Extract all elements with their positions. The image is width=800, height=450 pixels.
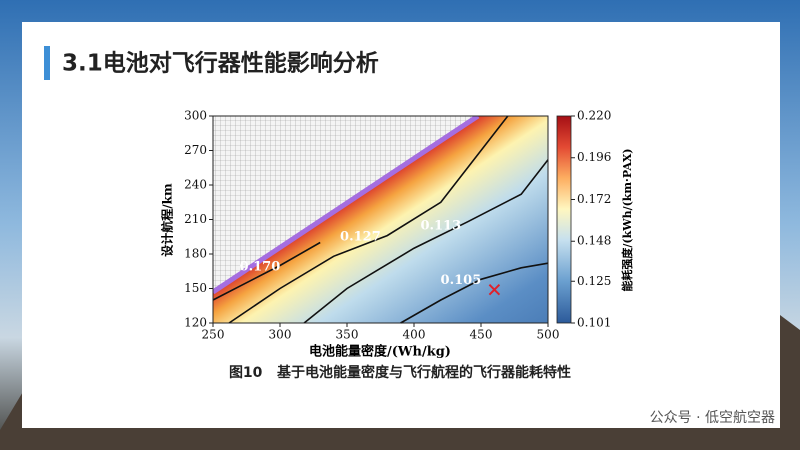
plot: 0.170 0.127 0.113 0.105 — [212, 115, 549, 324]
colorbar-label: 能耗强度/(kWh/(km·PAX) — [620, 148, 634, 291]
colorbar-tick-label: 0.101 — [577, 316, 611, 330]
contour-label: 0.105 — [441, 273, 482, 288]
y-axis-label: 设计航程/km — [160, 183, 175, 257]
field — [213, 116, 548, 323]
colorbar-tick-label: 0.125 — [577, 274, 611, 288]
y-tick-label: 210 — [184, 212, 207, 226]
boundary — [213, 116, 480, 295]
colorbar-tick-label: 0.220 — [577, 109, 611, 123]
contour-line — [400, 262, 549, 324]
y-tick-label: 240 — [184, 178, 207, 192]
y-tick-label: 120 — [184, 316, 207, 330]
contour-label: 0.113 — [420, 219, 461, 234]
x-tick-label: 500 — [537, 328, 560, 342]
contour-label: 0.170 — [240, 259, 281, 274]
x-tick-label: 450 — [470, 328, 493, 342]
colorbar-tick-label: 0.148 — [577, 234, 611, 248]
contour-label: 0.127 — [340, 229, 381, 244]
x-tick-label: 350 — [336, 328, 359, 342]
x-tick-label: 300 — [269, 328, 292, 342]
y-tick-label: 180 — [184, 247, 207, 261]
colorbar-tick-label: 0.196 — [577, 150, 611, 164]
contour-line — [303, 159, 549, 324]
colorbar-tick-label: 0.172 — [577, 192, 611, 206]
contour-line — [228, 115, 509, 324]
x-tick-label: 400 — [403, 328, 426, 342]
watermark: 公众号 · 低空航空器 — [650, 410, 775, 426]
y-tick-label: 300 — [184, 109, 207, 123]
colorbar — [556, 115, 572, 324]
optimum-marker — [488, 283, 501, 296]
x-tick-label: 250 — [202, 328, 225, 342]
y-tick-label: 150 — [184, 281, 207, 295]
y-tick-label: 270 — [184, 143, 207, 157]
caption: 图10 基于电池能量密度与飞行航程的飞行器能耗特性 — [229, 364, 571, 381]
x-axis-label: 电池能量密度/(Wh/kg) — [309, 344, 451, 360]
slide-title: 3.1电池对飞行器性能影响分析 — [62, 50, 379, 77]
contour-line — [212, 241, 321, 301]
heatmap — [213, 116, 548, 323]
title-accent — [44, 46, 50, 80]
